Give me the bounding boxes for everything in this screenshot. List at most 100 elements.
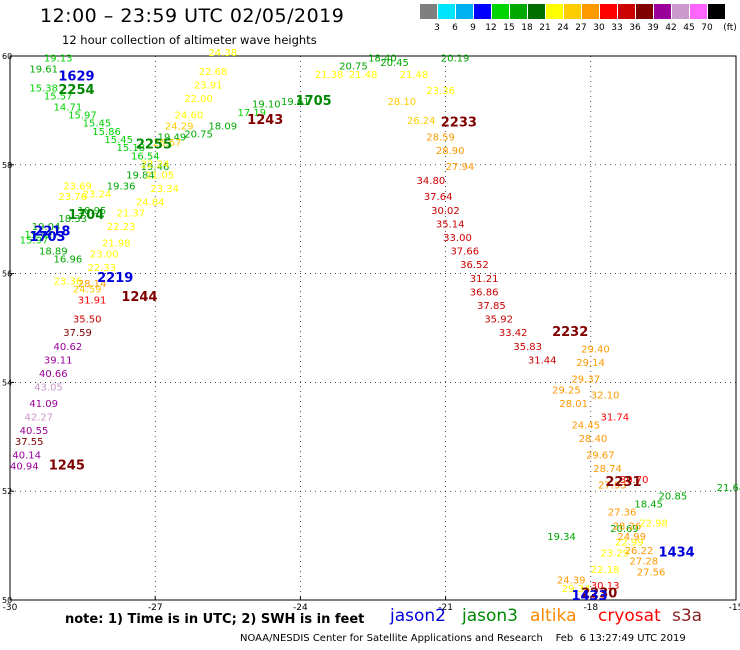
- wave-height-label: 20.19: [441, 53, 470, 64]
- wave-height-label: 32.10: [591, 391, 620, 402]
- track-time-label: 2219: [97, 271, 133, 286]
- wave-height-label: 18.45: [634, 500, 663, 511]
- wave-height-label: 27.93: [598, 480, 627, 491]
- wave-height-label: 18.40: [368, 53, 397, 64]
- wave-height-label: 37.85: [477, 301, 506, 312]
- track-time-label: 2233: [441, 116, 477, 131]
- track-time-label: 2218: [34, 225, 70, 240]
- wave-height-label: 27.36: [608, 508, 637, 519]
- satellite-label-jason3: jason3: [462, 606, 518, 626]
- y-tick-label: 52: [2, 487, 12, 496]
- x-tick-label: -30: [3, 603, 18, 613]
- wave-height-label: 24.29: [165, 121, 194, 132]
- legend-swatch: [672, 4, 689, 19]
- wave-height-label: 42.27: [25, 412, 54, 423]
- y-tick-label: 50: [2, 596, 12, 605]
- legend-label: 33: [611, 23, 623, 33]
- legend-swatch: [510, 4, 527, 19]
- wave-height-label: 37.64: [424, 192, 453, 203]
- track-time-label: 1244: [121, 290, 157, 305]
- wave-height-label: 24.45: [571, 421, 600, 432]
- wave-height-label: 28.74: [593, 464, 622, 475]
- legend-label: 3: [434, 23, 440, 33]
- wave-height-label: 31.91: [78, 296, 107, 307]
- wave-height-label: 29.25: [552, 385, 581, 396]
- wave-height-label: 20.75: [184, 130, 213, 141]
- wave-height-label: 40.62: [54, 342, 83, 353]
- wave-height-label: 36.86: [470, 287, 499, 298]
- legend-swatch: [690, 4, 707, 19]
- legend-swatch: [420, 4, 437, 19]
- legend-swatch: [456, 4, 473, 19]
- wave-height-label: 22.33: [87, 263, 116, 274]
- x-tick-label: -18: [583, 603, 598, 613]
- y-tick-label: 58: [2, 161, 12, 170]
- wave-height-label: 19.46: [141, 162, 170, 173]
- wave-height-label: 29.34: [562, 584, 591, 595]
- track-time-label: 2230: [581, 586, 617, 601]
- legend-swatch: [636, 4, 653, 19]
- wave-height-label: 29.67: [586, 451, 615, 462]
- wave-height-label: 14.71: [54, 102, 83, 113]
- satellite-label-altika: altika: [530, 606, 577, 626]
- wave-height-label: 35.50: [73, 315, 102, 326]
- wave-height-label: 19.34: [547, 532, 576, 543]
- wave-height-label: 23.34: [150, 184, 179, 195]
- track-time-label: 2254: [58, 83, 94, 98]
- wave-height-label: 19.36: [107, 181, 136, 192]
- legend-swatch: [582, 4, 599, 19]
- wave-height-label: 26.67: [153, 138, 182, 149]
- x-tick-label: -24: [293, 603, 308, 613]
- legend-swatch: [600, 4, 617, 19]
- wave-height-label: 35.14: [436, 219, 465, 230]
- x-tick-label: -27: [148, 603, 163, 613]
- satellite-label-s3a: s3a: [672, 606, 703, 626]
- wave-height-label: 28.40: [579, 434, 608, 445]
- wave-height-label: 21.48: [400, 70, 429, 81]
- wave-height-label: 40.94: [10, 461, 39, 472]
- x-tick-label: -15: [729, 603, 740, 613]
- wave-height-label: 30.13: [591, 581, 620, 592]
- legend-label: 15: [503, 23, 515, 33]
- wave-height-label: 24.38: [208, 48, 237, 59]
- wave-height-label: 41.09: [29, 399, 58, 410]
- wave-height-label: 37.55: [15, 437, 44, 448]
- legend-label: 70: [701, 23, 713, 33]
- wave-height-label: 33.00: [443, 233, 472, 244]
- wave-height-label: 19.84: [126, 170, 155, 181]
- wave-height-label: 19.61: [29, 64, 58, 75]
- wave-height-label: 35.92: [484, 315, 513, 326]
- legend-label: 30: [593, 23, 605, 33]
- wave-height-label: 21.48: [349, 70, 378, 81]
- wave-height-label: 23.76: [58, 192, 87, 203]
- wave-height-label: 22.18: [591, 565, 620, 576]
- track-time-label: 2231: [605, 475, 641, 490]
- legend-swatch: [474, 4, 491, 19]
- wave-height-label: 28.01: [559, 399, 588, 410]
- wave-height-label: 19.10: [252, 100, 281, 111]
- wave-height-label: 34.80: [417, 176, 446, 187]
- wave-height-label: 15.45: [104, 135, 133, 146]
- wave-height-label: 21.38: [315, 70, 344, 81]
- legend-swatch: [528, 4, 545, 19]
- wave-height-label: 40.14: [12, 451, 41, 462]
- wave-height-label: 35.83: [513, 342, 542, 353]
- wave-height-label: 22.68: [199, 67, 228, 78]
- wave-height-label: 21.68: [717, 483, 740, 494]
- legend-label: 24: [557, 23, 569, 33]
- wave-height-label: 19.61: [281, 97, 310, 108]
- wave-height-label: 21.37: [116, 208, 145, 219]
- wave-height-label: 29.14: [576, 358, 605, 369]
- plot-frame: [9, 55, 737, 601]
- wave-height-label: 22.24: [141, 160, 170, 171]
- wave-height-label: 19.49: [158, 132, 187, 143]
- wave-height-label: 19.04: [32, 222, 61, 233]
- wave-height-label: 15.86: [92, 127, 121, 138]
- wave-height-label: 26.24: [407, 116, 436, 127]
- wave-height-label: 17.19: [237, 108, 266, 119]
- legend-label: 12: [485, 23, 497, 33]
- wave-height-label: 24.84: [136, 198, 165, 209]
- footer-note: note: 1) Time is in UTC; 2) SWH is in fe…: [65, 612, 365, 627]
- legend-swatch: [708, 4, 725, 19]
